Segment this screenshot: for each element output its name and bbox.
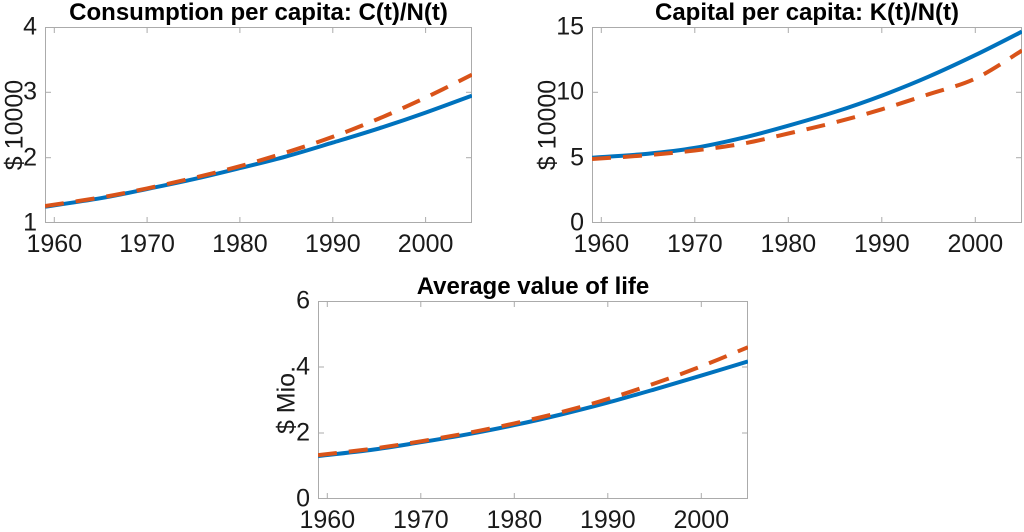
series-dashed-orange-line	[592, 48, 1022, 161]
y-tick-label: 6	[296, 286, 310, 315]
x-tick-label: 1990	[304, 230, 361, 258]
axes-area	[45, 27, 472, 223]
x-tick-label: 2000	[397, 230, 454, 258]
plot-capital-per-capita: Capital per capita: K(t)/N(t) $ 10000 19…	[534, 0, 1022, 257]
y-tick-label: 3	[23, 77, 37, 106]
x-tick-label: 1960	[26, 230, 83, 258]
y-tick-label: 4	[296, 352, 310, 381]
axes-area	[318, 301, 748, 499]
x-tick-label: 1970	[666, 230, 723, 258]
y-tick-label: 0	[296, 484, 310, 513]
x-tick-label: 2000	[947, 230, 1004, 258]
series-solid-blue-line	[318, 359, 748, 459]
y-tick-label: 1	[23, 208, 37, 237]
plot-title: Average value of life	[416, 272, 650, 300]
series-solid-blue-line	[45, 93, 472, 209]
y-tick-label: 0	[570, 208, 584, 237]
x-tick-label: 1960	[573, 230, 630, 258]
y-tick-label: 4	[23, 12, 37, 41]
x-tick-label: 1990	[853, 230, 910, 258]
x-tick-label: 1970	[119, 230, 175, 258]
y-tick-label: 10	[556, 77, 584, 106]
series-dashed-orange-line	[45, 72, 472, 208]
x-tick-label: 2000	[673, 506, 730, 532]
y-tick-label: 2	[23, 143, 37, 172]
plot-average-value-of-life: Average value of life $ Mio. 1960 1970 198…	[273, 274, 748, 532]
y-tick-label: 15	[556, 12, 584, 41]
x-tick-label: 1980	[486, 506, 543, 532]
plot-consumption-per-capita: Consumption per capita: C(t)/N(t) $ 1000…	[1, 0, 472, 257]
x-tick-label: 1990	[579, 506, 636, 532]
x-tick-label: 1980	[212, 230, 268, 258]
plot-title: Consumption per capita: C(t)/N(t)	[69, 0, 448, 26]
y-tick-label: 5	[570, 143, 584, 172]
y-tick-label: 2	[296, 418, 310, 447]
axes-area	[592, 27, 1022, 223]
x-tick-label: 1960	[299, 506, 356, 532]
x-tick-label: 1980	[760, 230, 817, 258]
x-tick-label: 1970	[392, 506, 449, 532]
plot-title: Capital per capita: K(t)/N(t)	[654, 0, 960, 26]
series-dashed-orange-line	[318, 345, 748, 458]
series-solid-blue-line	[592, 29, 1022, 160]
